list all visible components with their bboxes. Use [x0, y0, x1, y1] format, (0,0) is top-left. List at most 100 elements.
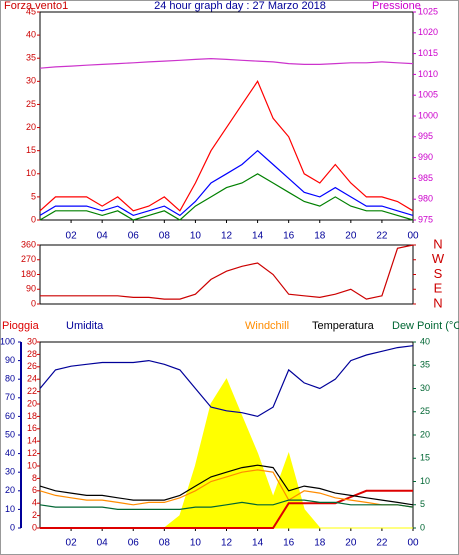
y-tick-label: 60 — [5, 411, 15, 421]
y-tick-label: 35 — [26, 53, 36, 63]
y-tick-label: 8 — [32, 473, 37, 483]
y-tick-label: 40 — [420, 336, 430, 346]
y-tick-label: 22 — [27, 386, 37, 396]
y-tick-label: 1010 — [418, 69, 438, 79]
x-tick-label: 00 — [407, 231, 419, 242]
y-tick-label: 995 — [418, 131, 433, 141]
x-tick-label: 18 — [314, 538, 326, 549]
x-tick-label: 12 — [221, 231, 233, 242]
chart-title: 24 hour graph day : 27 Marzo 2018 — [154, 0, 326, 12]
x-tick-label: 02 — [66, 231, 78, 242]
y-tick-label: 18 — [27, 411, 37, 421]
y-tick-label: 20 — [26, 122, 36, 132]
x-tick-label: 20 — [345, 231, 357, 242]
y-tick-label: 30 — [26, 76, 36, 86]
x-tick-label: 20 — [345, 538, 357, 549]
axis-label: Pressione — [372, 0, 421, 12]
y-tick-label: 25 — [26, 99, 36, 109]
y-tick-label: 80 — [5, 374, 15, 384]
y-tick-label: 4 — [32, 498, 37, 508]
y-tick-label: 30 — [420, 383, 430, 393]
y-tick-label: 1020 — [418, 27, 438, 37]
y-tick-label: 360 — [21, 239, 36, 249]
y-tick-label: 45 — [26, 6, 36, 16]
y-tick-label: 10 — [27, 460, 37, 470]
y-tick-label: 12 — [27, 448, 37, 458]
series-line — [39, 57, 414, 69]
y-tick-label: 20 — [27, 398, 37, 408]
x-tick-label: 02 — [66, 538, 78, 549]
plot-area — [39, 11, 414, 221]
y-tick-label: 24 — [27, 374, 37, 384]
y-tick-label: 1005 — [418, 90, 438, 100]
x-tick-label: 10 — [190, 538, 202, 549]
series-line — [39, 173, 414, 221]
y-tick-label: 16 — [27, 423, 37, 433]
x-tick-label: 04 — [97, 538, 109, 549]
x-tick-label: 14 — [252, 538, 264, 549]
legend-label: Pioggia — [2, 320, 40, 332]
y-tick-label: 975 — [418, 214, 433, 224]
legend-label: Umidita — [66, 320, 104, 332]
x-tick-label: 12 — [221, 538, 233, 549]
x-tick-label: 22 — [376, 538, 388, 549]
y-tick-label: 180 — [21, 269, 36, 279]
y-tick-label: 14 — [27, 436, 37, 446]
plot-area — [39, 244, 414, 305]
y-tick-label: E — [434, 281, 443, 296]
y-tick-label: W — [432, 251, 445, 266]
series-line — [39, 80, 414, 212]
series-line — [39, 499, 414, 510]
series-line — [39, 464, 414, 506]
y-tick-label: 35 — [420, 360, 430, 370]
x-tick-label: 08 — [159, 231, 171, 242]
y-tick-label: 5 — [31, 191, 36, 201]
y-tick-label: 40 — [26, 29, 36, 39]
y-tick-label: 5 — [420, 499, 425, 509]
y-tick-label: 26 — [27, 361, 37, 371]
series-line — [39, 345, 414, 418]
y-tick-label: 25 — [420, 406, 430, 416]
x-tick-label: 16 — [283, 231, 295, 242]
x-tick-label: 16 — [283, 538, 295, 549]
y-tick-label: 1025 — [418, 6, 438, 16]
y-tick-label: 30 — [5, 467, 15, 477]
x-tick-label: 04 — [97, 231, 109, 242]
y-tick-label: 20 — [420, 429, 430, 439]
y-tick-label: 6 — [32, 485, 37, 495]
y-tick-label: 10 — [26, 168, 36, 178]
x-tick-label: 10 — [190, 231, 202, 242]
series-line — [39, 149, 414, 217]
y-tick-label: 10 — [5, 504, 15, 514]
axis-label: Forza vento1 — [4, 0, 68, 12]
x-tick-label: 08 — [159, 538, 171, 549]
x-tick-label: 18 — [314, 231, 326, 242]
y-tick-label: 990 — [418, 152, 433, 162]
y-tick-label: 270 — [21, 254, 36, 264]
y-tick-label: 985 — [418, 173, 433, 183]
x-tick-label: 06 — [128, 538, 140, 549]
y-tick-label: 30 — [27, 336, 37, 346]
y-tick-label: 0 — [31, 298, 36, 308]
y-tick-label: 0 — [31, 214, 36, 224]
series-line — [40, 489, 413, 529]
y-tick-label: 90 — [26, 284, 36, 294]
y-tick-label: N — [433, 295, 442, 310]
y-tick-label: 50 — [5, 429, 15, 439]
y-tick-label: 40 — [5, 448, 15, 458]
y-tick-label: N — [433, 236, 442, 251]
legend-label: Temperatura — [312, 320, 375, 332]
y-tick-label: 70 — [5, 392, 15, 402]
y-tick-label: 980 — [418, 194, 433, 204]
legend-label: Windchill — [245, 320, 289, 332]
y-tick-label: 10 — [420, 476, 430, 486]
y-tick-label: S — [434, 266, 443, 281]
x-tick-label: 00 — [407, 538, 419, 549]
legend-label: Dew Point (°C — [392, 320, 459, 332]
y-tick-label: 90 — [5, 355, 15, 365]
y-tick-label: 1015 — [418, 48, 438, 58]
y-tick-label: 15 — [26, 145, 36, 155]
y-tick-label: 100 — [0, 336, 15, 346]
x-tick-label: 14 — [252, 231, 264, 242]
y-tick-label: 1000 — [418, 110, 438, 120]
